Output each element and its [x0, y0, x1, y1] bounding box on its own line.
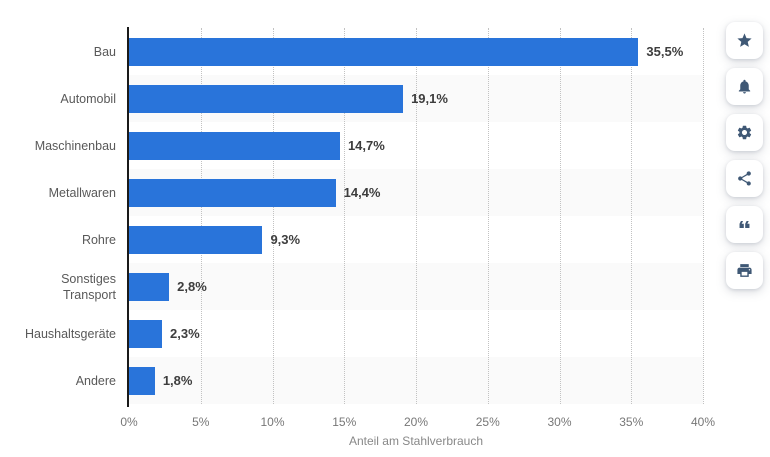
gridline — [559, 28, 561, 404]
value-label: 19,1% — [411, 91, 448, 106]
printer-icon — [737, 264, 752, 277]
gridline — [272, 28, 274, 404]
category-label: Rohre — [81, 232, 116, 247]
x-axis-title: Anteil am Stahlverbrauch — [348, 434, 484, 448]
bar[interactable] — [129, 37, 639, 66]
y-axis-line — [127, 27, 129, 407]
star-icon — [737, 33, 752, 47]
gridline — [703, 28, 704, 404]
gridline — [416, 28, 417, 404]
gridline — [487, 28, 489, 404]
x-tick-label: 0% — [120, 415, 138, 429]
category-label: Metallwaren — [48, 185, 116, 200]
category-label: Haushaltsgeräte — [24, 326, 116, 341]
x-tick-label: 35% — [619, 415, 644, 429]
category-label: Andere — [75, 373, 116, 388]
gridline — [631, 28, 633, 404]
x-tick-label: 20% — [403, 415, 429, 429]
bar[interactable] — [129, 319, 162, 348]
bar[interactable] — [129, 366, 155, 395]
bar[interactable] — [129, 178, 336, 207]
x-tick-label: 5% — [192, 415, 210, 429]
bar[interactable] — [129, 272, 170, 301]
value-label: 35,5% — [646, 44, 684, 59]
category-label: Maschinenbau — [34, 138, 116, 153]
notifications-button[interactable] — [726, 68, 763, 105]
value-label: 9,3% — [270, 232, 301, 247]
gear-icon — [737, 125, 752, 140]
share-icon — [738, 171, 751, 186]
print-button[interactable] — [726, 252, 763, 289]
favorite-button[interactable] — [726, 22, 763, 59]
value-label: 2,8% — [177, 279, 207, 294]
category-label: Automobil — [60, 91, 116, 106]
value-label: 1,8% — [162, 373, 193, 388]
x-tick-label: 30% — [547, 415, 572, 429]
gridline — [344, 28, 346, 404]
bar[interactable] — [129, 225, 263, 254]
settings-button[interactable] — [726, 114, 763, 151]
quote-icon — [739, 220, 750, 229]
plot-area: 35,5% 19,1% 14,7% 14,4% 9,3% 2,8% 2,3% 1,8% — [129, 28, 704, 404]
x-tick-label: 15% — [332, 415, 357, 429]
x-tick-label: 10% — [260, 415, 285, 429]
value-label: 2,3% — [170, 326, 200, 341]
x-tick-label: 40% — [690, 415, 716, 429]
gridline — [200, 28, 202, 404]
share-button[interactable] — [726, 160, 763, 197]
category-label: Bau — [93, 44, 116, 59]
x-tick-label: 25% — [475, 415, 500, 429]
action-toolbar — [726, 22, 763, 289]
value-label: 14,7% — [347, 138, 385, 153]
bell-icon — [738, 79, 751, 94]
bar[interactable] — [129, 131, 340, 160]
cite-button[interactable] — [726, 206, 763, 243]
bar[interactable] — [129, 84, 404, 113]
value-label: 14,4% — [343, 185, 381, 200]
category-label: Sonstiges Transport — [61, 271, 116, 302]
